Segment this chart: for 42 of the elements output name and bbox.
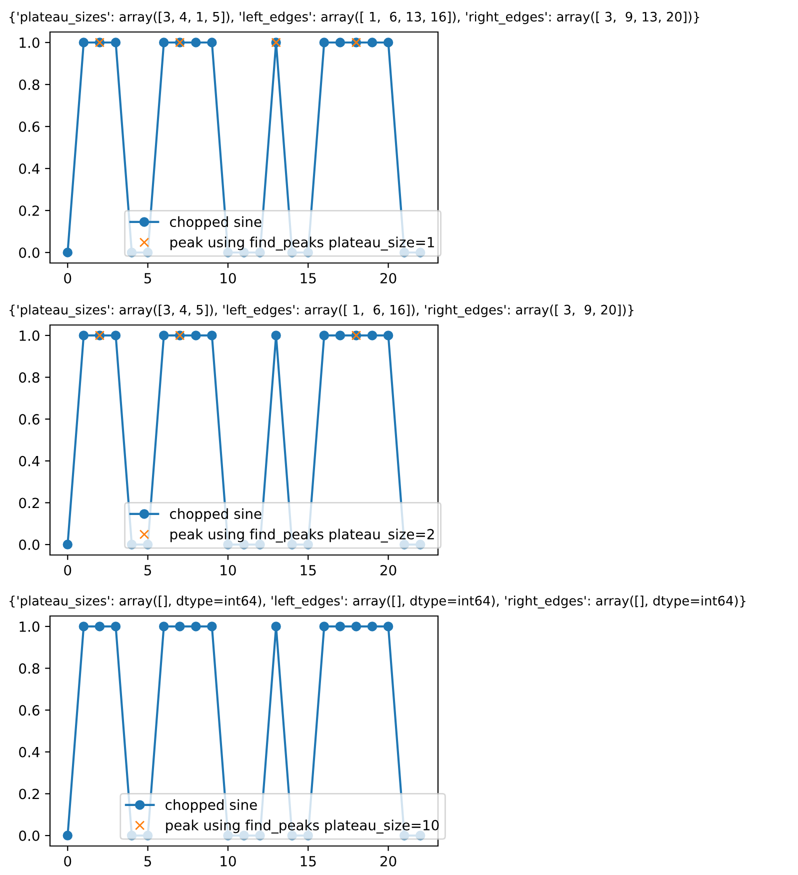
x-tick-label: 10 [220,856,236,866]
chart-title: {'plateau_sizes': array([], dtype=int64), 'left_edges': array([], dtype=int64), 'right_edges': array([], dtype=int64)} [10,596,746,608]
y-tick-label: 0.8 [19,663,40,674]
x-tick-label: 10 [220,272,236,284]
x-tick-label: 20 [380,564,396,576]
y-tick-label: 0.6 [19,705,40,716]
y-tick-label: 1.0 [20,37,40,48]
y-tick-label: 0.0 [19,830,40,842]
y-tick-label: 0.2 [19,205,39,216]
x-tick-label: 0 [64,564,72,576]
x-tick-label: 5 [144,565,152,576]
x-tick-label: 20 [380,856,396,866]
y-tick-label: 0.8 [19,79,40,90]
chart-title: {'plateau_sizes': array([3, 4, 5]), 'left_edges': array([ 1, 6, 16]), 'right_edges': array([ 3, 9, 20])} [10,304,634,318]
x-tick-label: 5 [144,856,152,866]
x-tick-label: 20 [380,272,396,284]
y-tick-label: 0.4 [19,746,40,758]
x-tick-label: 15 [300,273,316,284]
x-tick-label: 5 [144,273,152,284]
legend-label: peak using find_peaks plateau_size=1 [170,236,434,250]
y-tick-label: 0.6 [19,414,40,425]
y-tick-label: 1.0 [20,330,40,341]
y-tick-label: 0.0 [19,247,40,258]
x-tick-label: 0 [64,272,72,284]
legend-label: chopped sine [170,508,262,522]
legend-label: chopped sine [170,216,262,230]
y-tick-label: 0.8 [19,372,40,383]
y-tick-label: 1.0 [20,621,40,632]
y-tick-label: 0.0 [19,540,40,550]
x-tick-label: 0 [64,856,72,866]
chart-title: {'plateau_sizes': array([3, 4, 1, 5]), 'left_edges': array([ 1, 6, 13, 16]), 'right_edges': array([ 3, 9, 13, 20])} [10,12,700,24]
y-tick-label: 0.4 [19,456,40,466]
legend-label: peak using find_peaks plateau_size=2 [170,528,434,542]
y-tick-label: 0.2 [19,498,39,508]
y-tick-label: 0.4 [19,163,40,174]
x-tick-label: 10 [220,564,236,576]
x-tick-label: 15 [300,565,316,576]
legend-label: peak using find_peaks plateau_size=10 [166,820,439,834]
y-tick-label: 0.6 [19,121,40,132]
legend-label: chopped sine [166,799,257,813]
x-tick-label: 15 [300,856,316,866]
y-tick-label: 0.2 [19,788,39,800]
